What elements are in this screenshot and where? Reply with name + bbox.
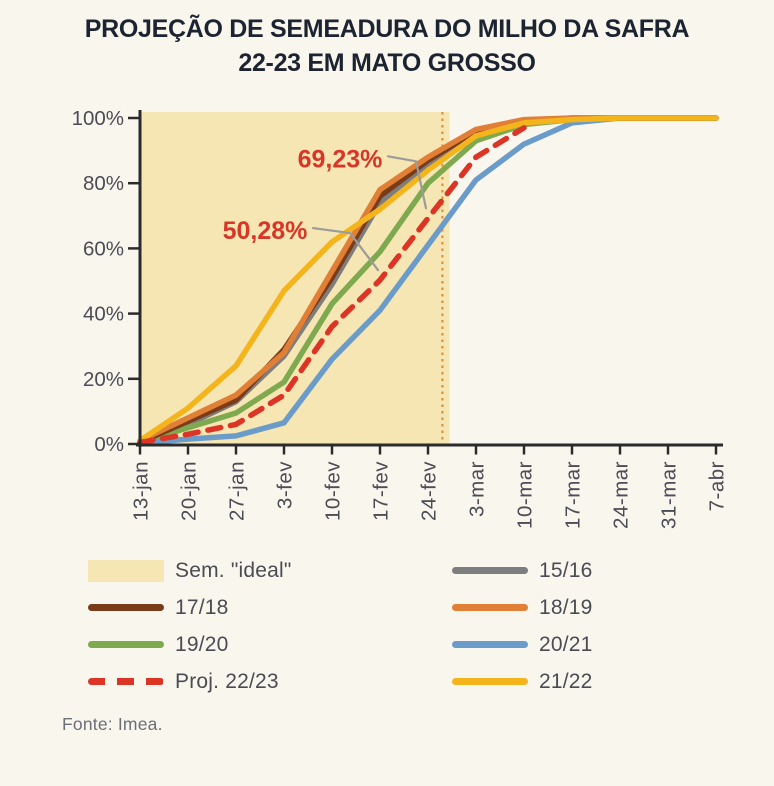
chart-title: PROJEÇÃO DE SEMEADURA DO MILHO DA SAFRA … [0,12,774,80]
x-tick-label-31-mar: 31-mar [658,461,681,529]
y-tick-label-60: 60% [83,237,124,260]
y-tick-label-100: 100% [72,107,124,130]
y-tick-label-80: 80% [83,172,124,195]
x-tick-label-13-jan: 13-jan [130,461,153,521]
legend-label-19-20: 19/20 [175,632,229,656]
legend-label-15-16: 15/16 [539,558,593,582]
legend-swatch-sem-ideal [88,559,164,582]
legend-label-21-22: 21/22 [539,669,593,693]
legend-swatch-19-20 [88,641,164,648]
annotation-50-28: 50,28% [223,217,308,245]
annotation-69-23: 69,23% [298,145,383,173]
legend-label-sem-ideal: Sem. "ideal" [175,558,292,582]
y-tick-label-20: 20% [83,368,124,391]
y-tick-label-0: 0% [94,433,124,456]
annotation-connector-69-23 [386,155,428,210]
legend-item-15-16: 15/16 [452,559,593,583]
y-tick-label-40: 40% [83,303,124,326]
x-tick-label-10-fev: 10-fev [322,461,345,521]
x-tick-label-17-fev: 17-fev [370,461,393,521]
x-tick-label-10-mar: 10-mar [514,461,537,529]
legend-item-proj-22-23: Proj. 22/23 [88,670,452,694]
legend-swatch-proj-22-23 [88,678,164,685]
planting-progress-chart: 0% 20% 40% 60% 80% 100% 13-jan 20-jan 27-jan 3-fe… [72,107,729,529]
legend-swatch-15-16 [452,567,528,574]
legend-item-18-19: 18/19 [452,596,593,620]
chart-legend: Sem. "ideal" 15/16 17/18 18/19 19/20 20/21 Pro… [88,552,593,700]
legend-item-21-22: 21/22 [452,670,593,694]
legend-label-proj-22-23: Proj. 22/23 [175,669,279,693]
legend-label-17-18: 17/18 [175,595,229,619]
x-tick-label-24-mar: 24-mar [610,461,633,529]
x-tick-label-27-jan: 27-jan [226,461,249,521]
chart-title-line1: PROJEÇÃO DE SEMEADURA DO MILHO DA SAFRA [84,15,690,43]
x-tick-label-3-mar: 3-mar [466,461,489,517]
series-line-proj-22-23 [137,125,527,446]
legend-item-19-20: 19/20 [88,633,452,657]
series-line-21-22 [137,115,719,444]
legend-item-17-18: 17/18 [88,596,452,620]
source-note: Fonte: Imea. [62,714,163,734]
x-tick-label-20-jan: 20-jan [178,461,201,521]
x-tick-label-3-fev: 3-fev [274,461,297,509]
legend-item-20-21: 20/21 [452,633,593,657]
legend-label-18-19: 18/19 [539,595,593,619]
legend-item-sem-ideal: Sem. "ideal" [88,559,452,583]
x-tick-label-24-fev: 24-fev [418,461,441,521]
legend-swatch-18-19 [452,604,528,611]
x-tick-label-17-mar: 17-mar [562,461,585,529]
legend-label-20-21: 20/21 [539,632,593,656]
x-tick-label-7-abr: 7-abr [706,461,729,511]
legend-swatch-17-18 [88,604,164,611]
legend-swatch-20-21 [452,641,528,648]
chart-title-line2: 22-23 EM MATO GROSSO [238,49,536,77]
legend-swatch-21-22 [452,678,528,685]
annotation-connector-50-28 [311,226,380,272]
